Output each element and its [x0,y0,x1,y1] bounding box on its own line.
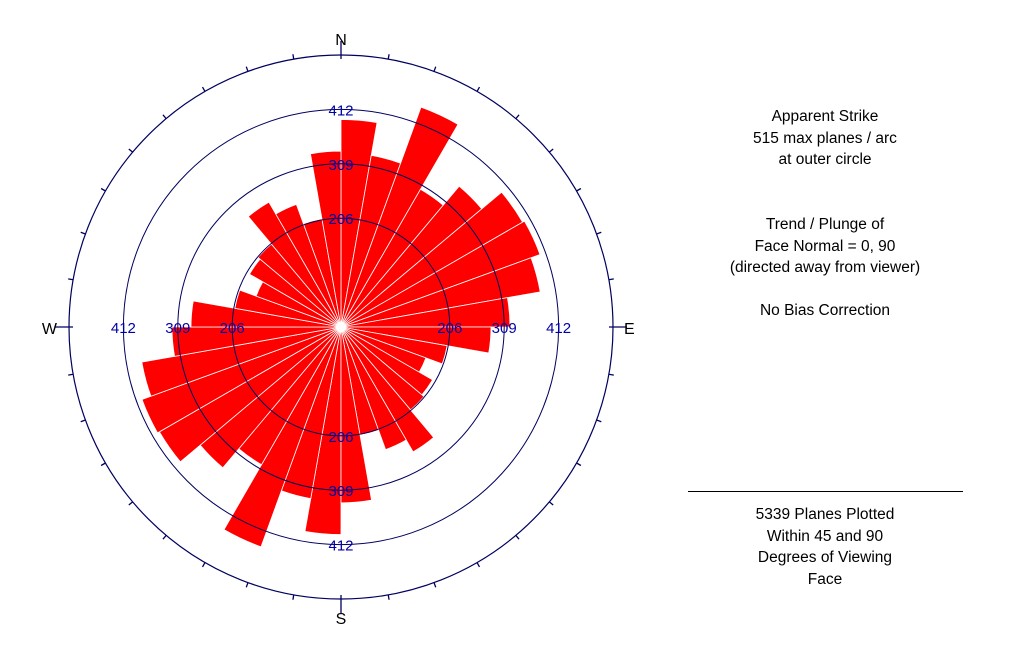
degree-tick [245,66,249,72]
degree-tick [128,148,134,153]
rose-petal [309,150,342,328]
legend-line: Face [807,570,843,588]
rose-petal [340,326,448,365]
degree-tick [576,462,582,467]
planes-plotted-info: 5339 Planes Plotted Within 45 and 90 Deg… [690,504,960,590]
legend-line: (directed away from viewer) [729,259,921,276]
legend-line: 5339 Planes Plotted [755,506,895,523]
degree-tick [162,534,167,540]
rose-petal [171,326,342,357]
degree-tick [476,562,481,568]
ring-label-east: 412 [546,320,571,337]
rose-petal [340,326,373,504]
rose-petal [234,289,342,328]
degree-tick [596,419,602,423]
degree-tick [608,373,614,376]
rose-petal [141,326,342,397]
legend-line: Face Normal = 0, 90 [754,237,896,255]
degree-tick [162,114,167,120]
degree-tick [80,231,86,235]
direction-north: N [335,32,347,49]
ring-label-south: 412 [328,538,353,555]
tick-layer [55,41,627,613]
legend-line: No Bias Correction [759,302,891,319]
rose-petal [340,257,541,328]
ring-label-south: 206 [328,429,353,446]
bias-correction-info: No Bias Correction [690,300,960,322]
rose-petal [340,326,407,451]
legend-line: Apparent Strike [771,108,879,125]
degree-tick [515,534,520,540]
degree-tick [68,373,74,376]
degree-tick [201,562,206,568]
rose-petal [141,326,342,434]
degree-tick [548,148,554,153]
face-normal-info: Trend / Plunge of Face Normal = 0, 90 (d… [690,214,960,279]
rose-petal [340,106,459,328]
direction-south: S [336,611,347,628]
ring-label-west: 412 [111,320,136,337]
scale-ring [177,163,505,491]
rose-petal [340,297,511,328]
rose-petal [275,203,342,328]
legend-line: 515 max planes / arc [753,129,897,147]
ring-label-north: 309 [328,157,353,174]
ring-label-south: 309 [328,483,353,500]
degree-tick [100,462,106,467]
degree-tick [476,86,481,92]
direction-east: E [624,321,635,338]
degree-tick [100,187,106,192]
degree-tick [433,66,437,72]
ring-label-north: 412 [328,102,353,119]
degree-tick [292,54,295,60]
degree-tick [433,582,437,588]
degree-tick [596,231,602,235]
legend-divider [688,491,963,492]
ring-label-east: 206 [437,320,462,337]
ring-label-west: 309 [165,320,190,337]
degree-tick [68,278,74,281]
degree-tick [245,582,249,588]
degree-tick [387,54,390,60]
degree-tick [128,501,134,506]
ring-label-layer: 206 206 206 206 309 309 309 309 412 412 412 412 [111,102,571,554]
degree-tick [515,114,520,120]
legend-line: Within 45 and 90 [766,527,884,545]
legend-line: at outer circle [778,151,872,168]
petal-layer [141,106,541,548]
degree-tick [80,419,86,423]
degree-tick [548,501,554,506]
rose-petal [247,201,342,328]
rose-petal [340,220,541,328]
degree-tick [576,187,582,192]
rose-petal [223,326,342,548]
legend-line: Degrees of Viewing [757,549,893,566]
rose-petal [340,326,435,453]
scale-ring [231,217,451,437]
scale-ring [122,108,560,546]
degree-tick [201,86,206,92]
center-marker [338,324,344,330]
ring-label-north: 206 [328,211,353,228]
plot-description: Apparent Strike 515 max planes / arc at … [690,106,960,171]
ring-label-east: 309 [492,320,517,337]
compass-labels: N S E W [42,32,635,628]
legend-line: Trend / Plunge of [765,216,885,233]
degree-tick [608,278,614,281]
degree-tick [292,594,295,600]
direction-west: W [42,321,58,338]
ring-label-west: 206 [220,320,245,337]
degree-tick [387,594,390,600]
